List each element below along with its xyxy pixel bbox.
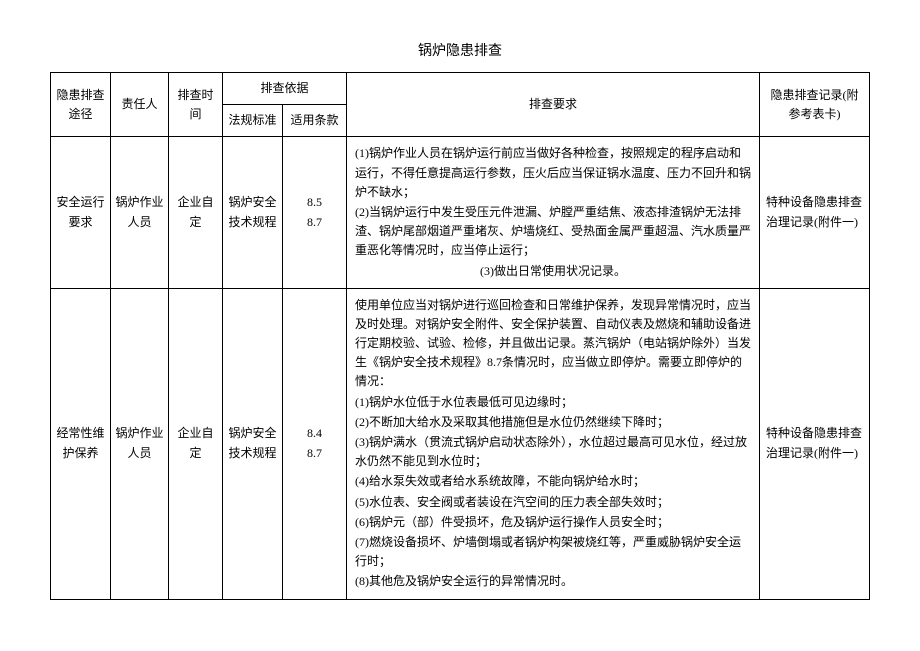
table-row: 安全运行要求锅炉作业人员企业自定锅炉安全技术规程8.5 8.7(1)锅炉作业人员… [51,137,870,288]
requirement-line: (2)当锅炉运行中发生受压元件泄漏、炉膛严重结焦、液态排渣锅炉无法排渣、锅炉尾部… [355,203,751,261]
requirement-line: (6)锅炉元（部）件受损坏，危及锅炉运行操作人员安全时； [355,513,751,532]
requirement-line: (3)锅炉满水（贯流式锅炉启动状态除外），水位超过最高可见水位，经过放水仍然不能… [355,433,751,471]
header-clause: 适用条款 [283,105,347,137]
cell-time: 企业自定 [169,137,223,288]
requirement-line: 使用单位应当对锅炉进行巡回检查和日常维护保养，发现异常情况时，应当及时处理。对锅… [355,296,751,392]
requirement-line: (1)锅炉水位低于水位表最低可见边缘时； [355,393,751,412]
inspection-table: 隐患排查途径 责任人 排查时间 排查依据 排查要求 隐患排查记录(附参考表卡) … [50,72,870,600]
header-requirement: 排查要求 [347,73,760,137]
requirement-line: (3)做出日常使用状况记录。 [355,262,751,281]
cell-standard: 锅炉安全技术规程 [223,288,283,599]
cell-record: 特种设备隐患排查治理记录(附件一) [760,288,870,599]
header-path: 隐患排查途径 [51,73,111,137]
cell-path: 经常性维护保养 [51,288,111,599]
header-record: 隐患排查记录(附参考表卡) [760,73,870,137]
header-basis: 排查依据 [223,73,347,105]
cell-person: 锅炉作业人员 [111,137,169,288]
document-title: 锅炉隐患排查 [50,40,870,60]
cell-person: 锅炉作业人员 [111,288,169,599]
table-row: 经常性维护保养锅炉作业人员企业自定锅炉安全技术规程8.4 8.7使用单位应当对锅… [51,288,870,599]
cell-path: 安全运行要求 [51,137,111,288]
cell-time: 企业自定 [169,288,223,599]
header-standard: 法规标准 [223,105,283,137]
cell-record: 特种设备隐患排查治理记录(附件一) [760,137,870,288]
cell-clause: 8.5 8.7 [283,137,347,288]
header-time: 排查时间 [169,73,223,137]
requirement-line: (7)燃烧设备损坏、炉墙倒塌或者锅炉构架被烧红等，严重威胁锅炉安全运行时； [355,533,751,571]
header-person: 责任人 [111,73,169,137]
requirement-line: (2)不断加大给水及采取其他措施但是水位仍然继续下降时； [355,413,751,432]
requirement-line: (4)给水泵失效或者给水系统故障，不能向锅炉给水时； [355,472,751,491]
cell-clause: 8.4 8.7 [283,288,347,599]
requirement-line: (5)水位表、安全阀或者装设在汽空间的压力表全部失效时； [355,493,751,512]
cell-requirement: (1)锅炉作业人员在锅炉运行前应当做好各种检查，按照规定的程序启动和运行，不得任… [347,137,760,288]
cell-standard: 锅炉安全技术规程 [223,137,283,288]
requirement-line: (1)锅炉作业人员在锅炉运行前应当做好各种检查，按照规定的程序启动和运行，不得任… [355,144,751,202]
cell-requirement: 使用单位应当对锅炉进行巡回检查和日常维护保养，发现异常情况时，应当及时处理。对锅… [347,288,760,599]
requirement-line: (8)其他危及锅炉安全运行的异常情况时。 [355,572,751,591]
